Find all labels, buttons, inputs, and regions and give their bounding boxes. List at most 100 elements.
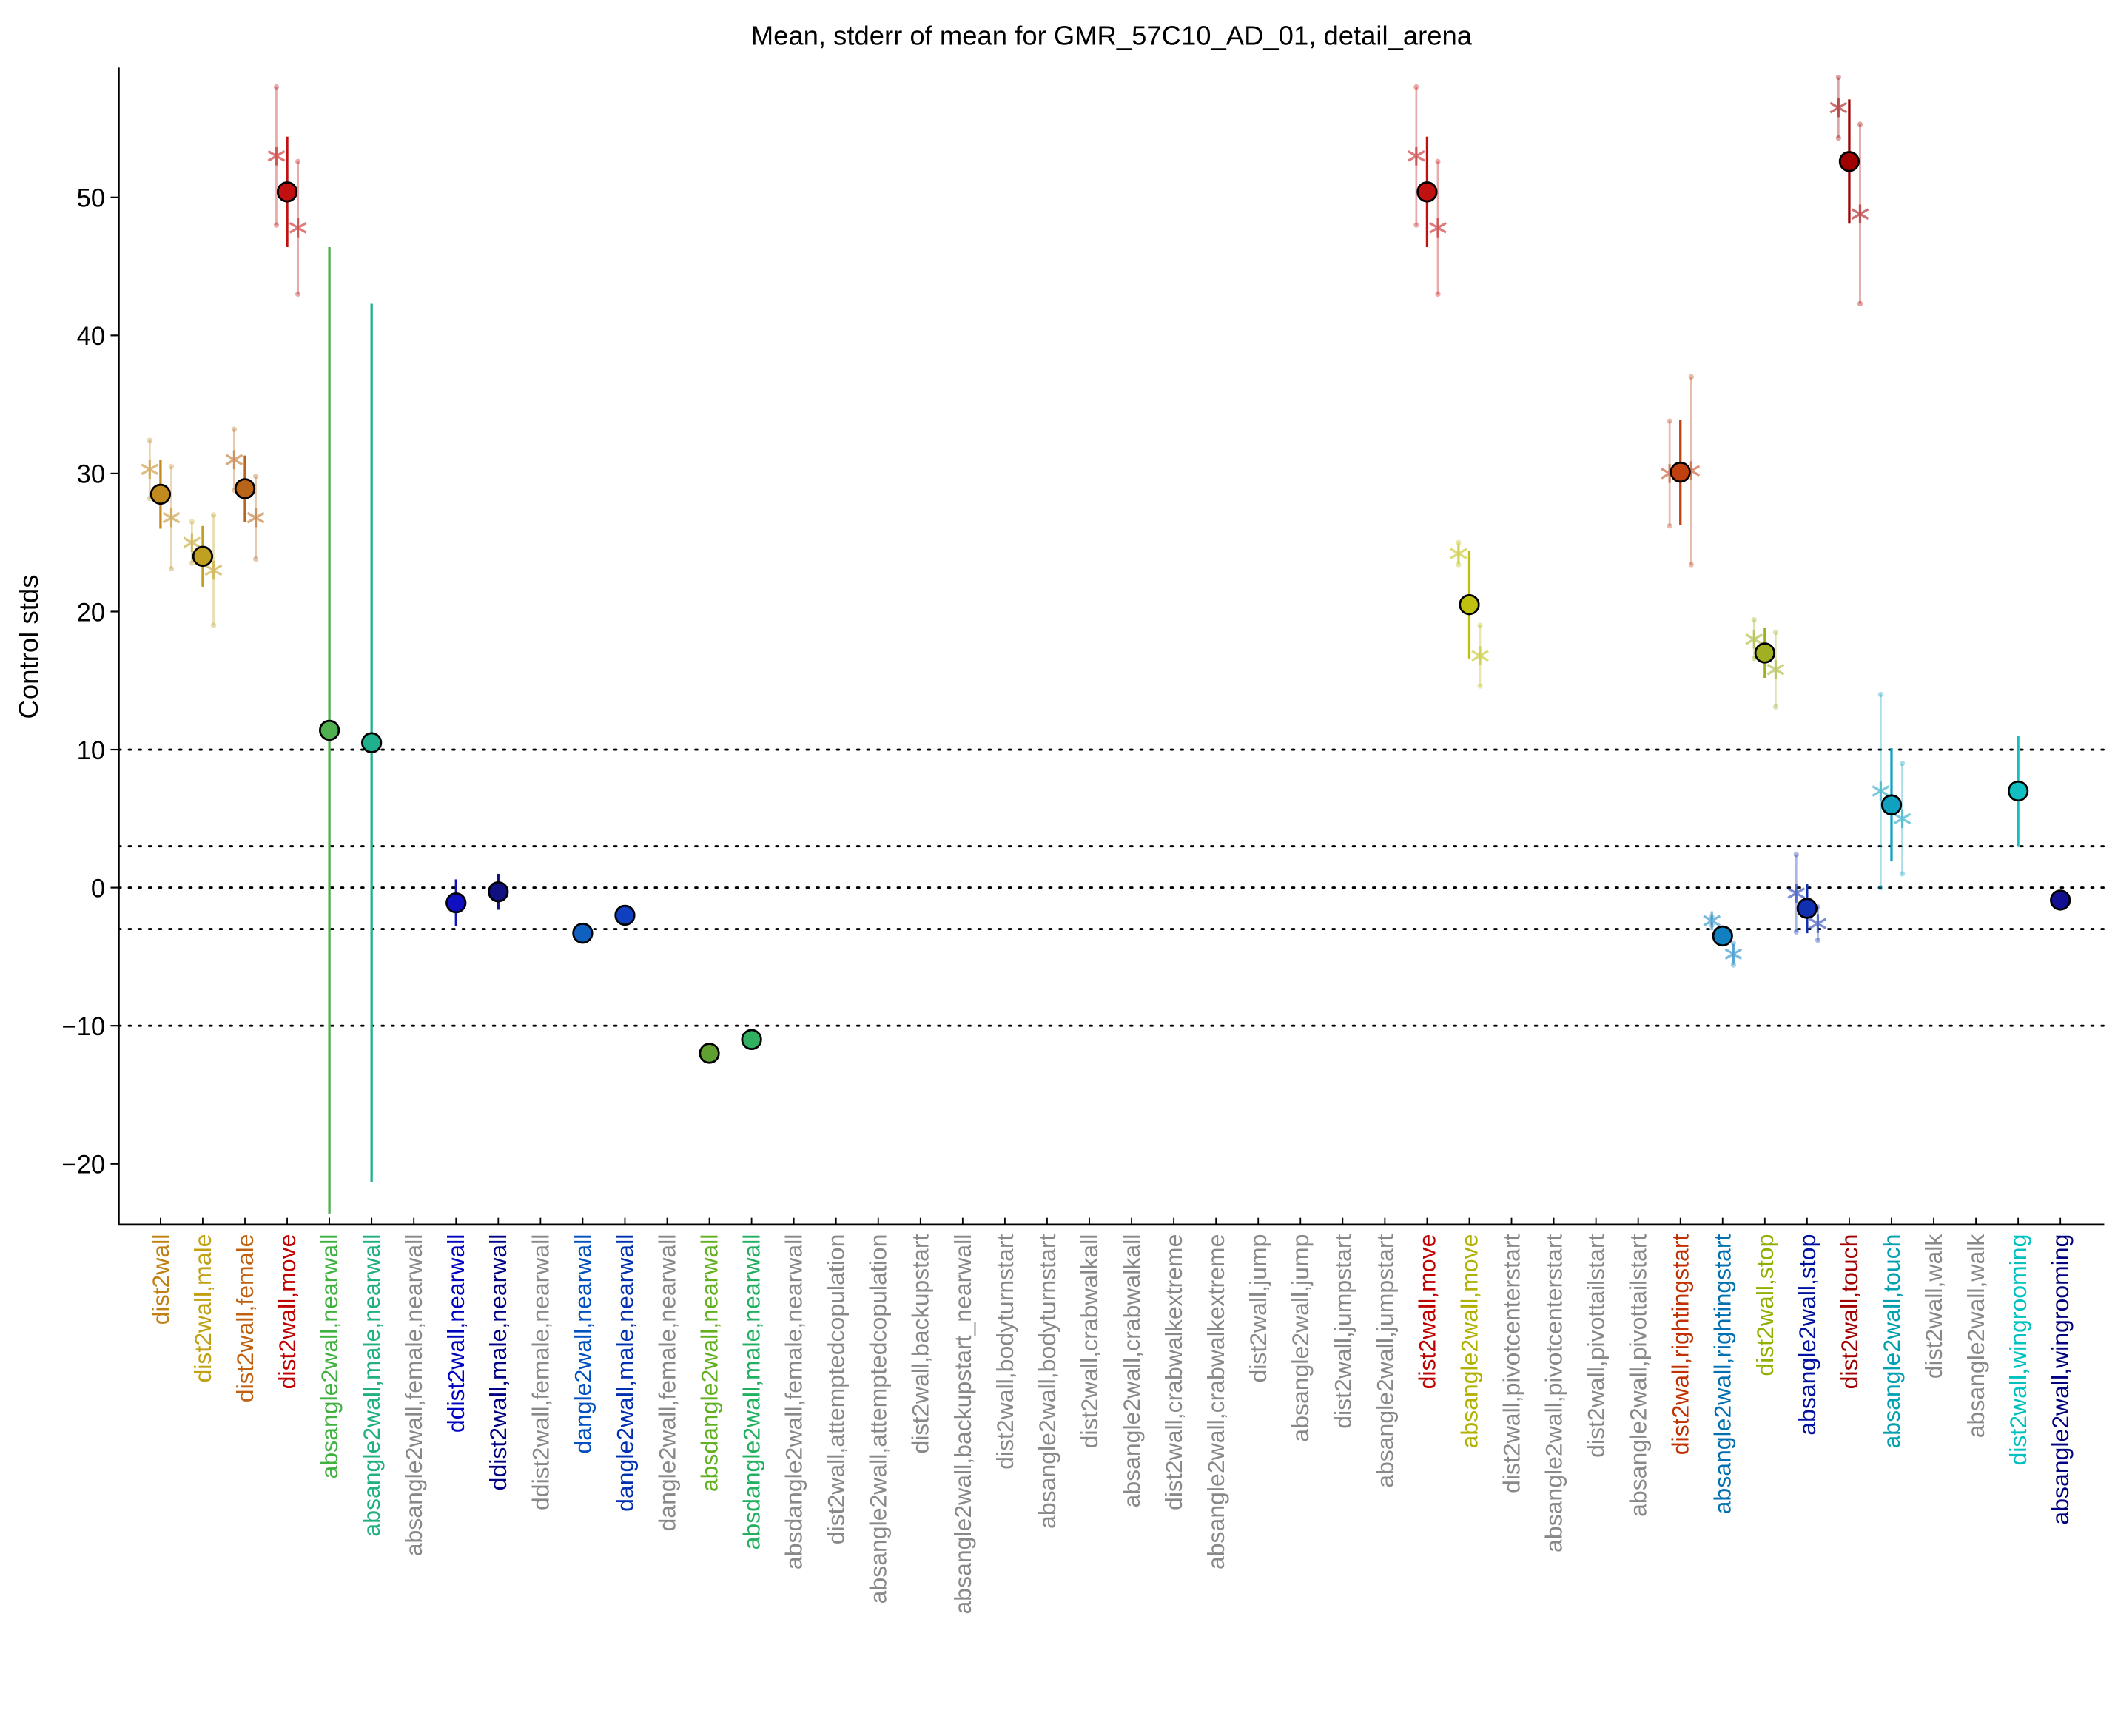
y-axis-label: Control stds — [13, 575, 44, 719]
x-tick-label: dist2wall,move — [1413, 1234, 1440, 1390]
x-tick-label: absangle2wall,stop — [1794, 1234, 1820, 1436]
x-tick-label: ddist2wall,male,nearwall — [485, 1234, 511, 1491]
y-tick-label: −10 — [61, 1013, 105, 1041]
sex-marker — [1851, 204, 1869, 223]
sex-error-cap — [1877, 691, 1884, 698]
sex-marker-stroke — [204, 564, 223, 576]
sex-error-cap — [189, 560, 195, 566]
y-tick-label: 0 — [91, 875, 105, 903]
x-tick-label: absangle2wall,crabwalkall — [1118, 1234, 1145, 1508]
sex-marker-stroke — [1745, 633, 1763, 645]
x-tick-label: absangle2wall,attemptedcopulation — [865, 1234, 892, 1604]
x-tick-label: dist2wall,female — [232, 1234, 258, 1403]
sex-marker-stroke — [225, 454, 243, 466]
mean-marker — [234, 478, 256, 499]
mean-marker — [1670, 461, 1691, 483]
x-tick-label: absangle2wall,rightingstart — [1709, 1234, 1736, 1514]
sex-marker-stroke — [183, 536, 201, 549]
x-tick-label: absangle2wall,touch — [1878, 1234, 1905, 1449]
x-tick-label: absangle2wall,jump — [1287, 1234, 1314, 1442]
sex-error-cap — [1413, 84, 1419, 90]
sex-error-cap — [1751, 617, 1757, 623]
mean-marker — [1754, 642, 1775, 664]
sex-marker — [1809, 914, 1827, 933]
x-tick-label: dist2wall,jump — [1245, 1234, 1271, 1383]
x-tick-label: dist2wall,backupstart — [907, 1234, 934, 1453]
mean-marker — [614, 904, 636, 926]
sex-error-cap — [1477, 622, 1483, 628]
sex-marker-stroke — [1766, 664, 1785, 676]
x-tick-label: absangle2wall,move — [1456, 1234, 1482, 1449]
x-tick-label: dist2wall,crabwalkextreme — [1160, 1234, 1187, 1510]
sex-marker-stroke — [1809, 918, 1827, 929]
sex-marker-stroke — [1829, 101, 1848, 114]
y-tick-label: 40 — [77, 323, 106, 351]
sex-marker — [289, 218, 307, 238]
sex-marker — [1724, 944, 1743, 963]
x-tick-label: absangle2wall,walk — [1963, 1234, 1989, 1439]
sex-error-cap — [1793, 852, 1799, 858]
mean-marker — [361, 732, 383, 753]
sex-error-cap — [1435, 291, 1441, 297]
sex-marker — [225, 450, 243, 470]
chart-title: Mean, stderr of mean for GMR_57C10_AD_01… — [751, 20, 1473, 50]
sex-error-cap — [1456, 539, 1462, 545]
x-tick-label: dist2wall,pivottailstart — [1583, 1234, 1610, 1458]
sex-marker-stroke — [1893, 813, 1911, 825]
x-tick-label: dist2wall,rightingstart — [1667, 1234, 1694, 1455]
sex-error-cap — [1793, 929, 1799, 935]
sex-marker — [1471, 646, 1489, 665]
x-tick-label: dist2wall,jumpstart — [1329, 1234, 1356, 1429]
x-tick-label: dist2wall,crabwalkall — [1076, 1234, 1103, 1449]
sex-marker-stroke — [1471, 650, 1489, 662]
x-tick-label: dangle2wall,female,nearwall — [653, 1234, 680, 1532]
sex-marker-stroke — [1851, 208, 1869, 221]
sex-error-cap — [1435, 158, 1441, 164]
sex-error-cap — [168, 463, 175, 470]
sex-marker — [1893, 809, 1911, 829]
sex-error-cap — [1835, 74, 1841, 81]
x-tick-label: absangle2wall,bodyturnstart — [1034, 1234, 1060, 1529]
mean-marker — [1712, 925, 1733, 947]
sex-marker-stroke — [246, 511, 265, 524]
mean-marker — [149, 483, 172, 505]
sex-marker — [1703, 911, 1721, 931]
x-tick-label: dist2wall,walk — [1920, 1234, 1947, 1379]
sex-error-cap — [1730, 940, 1737, 946]
mean-marker — [699, 1043, 720, 1064]
mean-marker — [318, 719, 340, 741]
x-tick-label: absangle2wall,male,nearwall — [358, 1234, 385, 1537]
x-tick-label: ddist2wall,nearwall — [443, 1234, 469, 1433]
mean-marker — [1459, 593, 1480, 616]
sex-marker — [246, 508, 265, 528]
x-tick-label: dangle2wall,nearwall — [569, 1234, 596, 1454]
x-tick-label: absangle2wall,crabwalkextreme — [1203, 1234, 1229, 1570]
sex-error-cap — [273, 222, 280, 228]
x-tick-label: absdangle2wall,nearwall — [696, 1234, 723, 1493]
sex-error-cap — [273, 84, 280, 90]
sex-error-cap — [1772, 704, 1779, 710]
sex-error-cap — [1413, 222, 1419, 228]
sex-error-cap — [1688, 374, 1694, 380]
sex-error-cap — [295, 291, 301, 297]
x-tick-label: absangle2wall,backupstart_nearwall — [949, 1234, 976, 1615]
x-tick-label: absangle2wall,female,nearwall — [400, 1234, 427, 1557]
sex-marker — [1450, 544, 1467, 563]
mean-marker — [1416, 181, 1438, 203]
mean-marker — [1838, 151, 1860, 172]
sex-marker-stroke — [1407, 150, 1425, 162]
x-tick-label: absangle2wall,pivotcenterstart — [1541, 1234, 1567, 1552]
x-tick-label: absangle2wall,jumpstart — [1371, 1234, 1398, 1488]
x-tick-label: absdangle2wall,female,nearwall — [781, 1234, 807, 1570]
sex-error-cap — [210, 622, 217, 628]
sex-error-cap — [1667, 418, 1672, 424]
mean-marker — [1880, 794, 1903, 815]
x-tick-label: absangle2wall,pivottailstart — [1625, 1234, 1652, 1517]
x-tick-label: dist2wall,bodyturnstart — [992, 1234, 1018, 1470]
sex-error-cap — [1877, 884, 1884, 891]
sex-marker-stroke — [289, 222, 307, 234]
sex-marker-stroke — [1703, 915, 1721, 927]
sex-error-cap — [1667, 523, 1672, 529]
